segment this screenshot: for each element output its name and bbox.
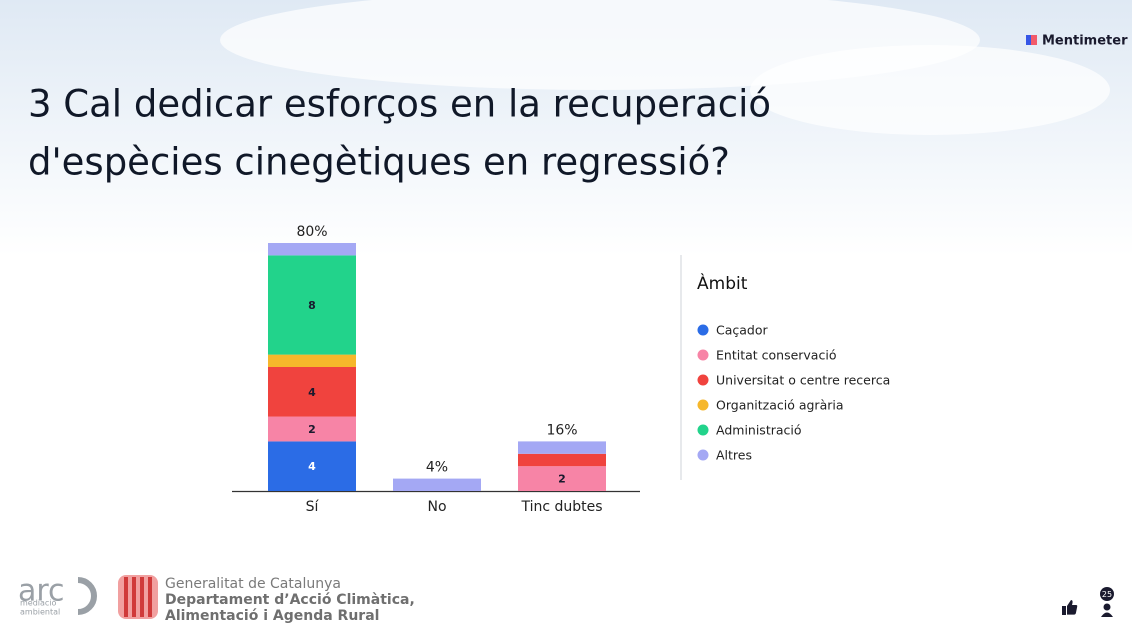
arc-sub: mediació bbox=[20, 598, 57, 608]
gov-line: Alimentació i Agenda Rural bbox=[165, 608, 379, 624]
gov-line: Departament d’Acció Climàtica, bbox=[165, 592, 415, 608]
legend-marker bbox=[698, 325, 709, 336]
legend-title: Àmbit bbox=[697, 272, 748, 294]
page: Mentimeter 3 Cal dedicar esforços en la … bbox=[0, 0, 1132, 640]
bar-segment bbox=[518, 454, 606, 466]
bar-segment bbox=[393, 479, 481, 491]
value-label: 4 bbox=[308, 386, 316, 399]
x-tick-label: Tinc dubtes bbox=[520, 499, 602, 515]
legend-marker bbox=[698, 400, 709, 411]
arc-sub: ambiental bbox=[20, 608, 60, 617]
total-label: 80% bbox=[296, 224, 327, 240]
bar-segment bbox=[268, 355, 356, 367]
legend-marker bbox=[698, 450, 709, 461]
brand-logo bbox=[1031, 35, 1037, 45]
title-line: d'espècies cinegètiques en regressió? bbox=[28, 141, 730, 184]
bar-segment bbox=[268, 243, 356, 255]
participant-count: 25 bbox=[1102, 590, 1112, 599]
legend-label: Altres bbox=[716, 448, 752, 463]
x-tick-label: Sí bbox=[306, 499, 320, 515]
legend-label: Caçador bbox=[716, 323, 769, 338]
cloud bbox=[750, 45, 1110, 135]
bar-segment bbox=[518, 441, 606, 453]
total-label: 16% bbox=[546, 422, 577, 438]
value-label: 8 bbox=[308, 299, 316, 312]
legend-label: Administració bbox=[716, 423, 802, 438]
legend-label: Universitat o centre recerca bbox=[716, 373, 890, 388]
value-label: 2 bbox=[558, 473, 566, 486]
value-label: 4 bbox=[308, 460, 316, 473]
slide: Mentimeter 3 Cal dedicar esforços en la … bbox=[0, 0, 1132, 640]
value-label: 2 bbox=[308, 423, 316, 436]
legend-marker bbox=[698, 375, 709, 386]
legend-label: Organització agrària bbox=[716, 398, 844, 413]
title-line: 3 Cal dedicar esforços en la recuperació bbox=[28, 83, 771, 126]
legend-label: Entitat conservació bbox=[716, 348, 836, 363]
brand-name: Mentimeter bbox=[1042, 34, 1128, 49]
legend-marker bbox=[698, 425, 709, 436]
x-tick-label: No bbox=[427, 499, 446, 515]
total-label: 4% bbox=[426, 460, 448, 476]
gov-line: Generalitat de Catalunya bbox=[165, 576, 341, 592]
legend-marker bbox=[698, 350, 709, 361]
